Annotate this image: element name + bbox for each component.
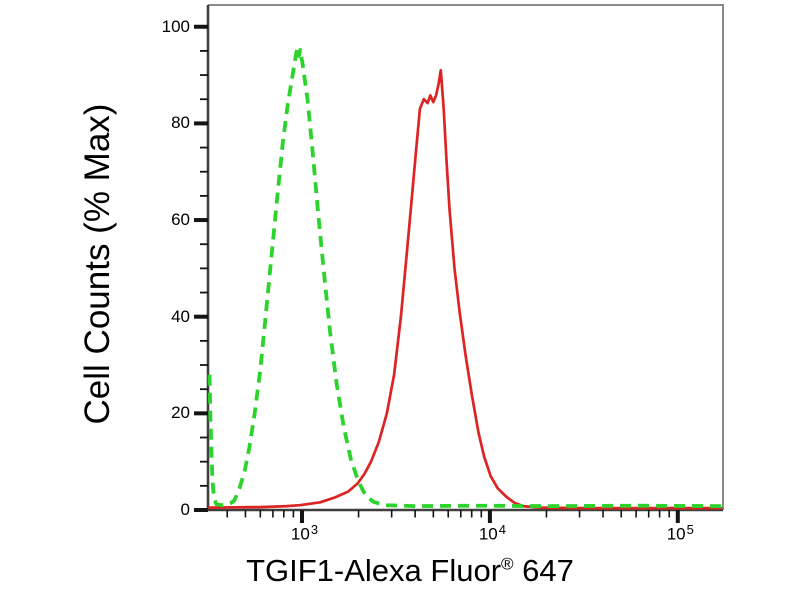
y-minor-tick bbox=[200, 243, 208, 246]
x-minor-tick bbox=[620, 510, 623, 518]
x-minor-tick bbox=[390, 510, 393, 518]
x-minor-tick bbox=[668, 510, 671, 518]
y-minor-tick bbox=[200, 146, 208, 149]
x-axis-title-main: TGIF1-Alexa Fluor bbox=[246, 553, 502, 588]
x-minor-tick bbox=[647, 510, 650, 518]
y-minor-tick bbox=[200, 339, 208, 342]
y-minor-tick bbox=[200, 291, 208, 294]
x-major-tick bbox=[675, 510, 680, 523]
y-minor-tick bbox=[200, 170, 208, 173]
x-tick-base: 10 bbox=[666, 524, 686, 544]
x-tick-exponent: 3 bbox=[310, 522, 319, 537]
series-curve-control bbox=[207, 45, 723, 508]
x-minor-tick bbox=[292, 510, 295, 518]
y-major-tick bbox=[194, 218, 208, 223]
y-minor-tick bbox=[200, 267, 208, 270]
x-tick-exponent: 4 bbox=[498, 522, 506, 537]
x-minor-tick bbox=[282, 510, 285, 518]
y-minor-tick bbox=[200, 484, 208, 487]
y-tick-label: 80 bbox=[171, 113, 190, 133]
x-minor-tick bbox=[432, 510, 435, 518]
x-minor-tick bbox=[602, 510, 604, 518]
y-major-tick bbox=[194, 314, 208, 319]
x-tick-base: 10 bbox=[478, 524, 498, 544]
y-tick-label: 40 bbox=[171, 306, 190, 326]
x-minor-tick bbox=[272, 510, 274, 518]
x-minor-tick bbox=[635, 510, 637, 518]
x-minor-tick bbox=[357, 510, 360, 518]
y-minor-tick bbox=[200, 388, 208, 391]
x-tick-label: 104 bbox=[462, 519, 522, 545]
y-major-tick bbox=[194, 508, 208, 512]
x-minor-tick bbox=[470, 510, 473, 518]
y-major-tick bbox=[194, 411, 208, 416]
x-minor-tick bbox=[447, 510, 450, 518]
x-major-tick bbox=[300, 510, 305, 523]
y-tick-label: 100 bbox=[161, 16, 190, 36]
y-minor-tick bbox=[200, 364, 208, 366]
y-minor-tick bbox=[200, 50, 208, 52]
x-tick-label: 105 bbox=[650, 519, 710, 545]
series-curve-tgif1 bbox=[208, 68, 723, 510]
x-minor-tick bbox=[480, 510, 483, 518]
x-axis-title-tail: 647 bbox=[513, 553, 574, 588]
x-minor-tick bbox=[244, 510, 247, 518]
y-minor-tick bbox=[200, 436, 208, 439]
y-tick-label: 0 bbox=[180, 500, 190, 519]
x-minor-tick bbox=[459, 510, 462, 518]
x-minor-tick bbox=[226, 510, 229, 518]
y-tick-label: 60 bbox=[171, 210, 190, 230]
registered-trademark-symbol: ® bbox=[501, 554, 514, 574]
x-tick-base: 10 bbox=[290, 524, 310, 544]
x-minor-tick bbox=[578, 510, 581, 518]
y-minor-tick bbox=[200, 194, 208, 197]
y-minor-tick bbox=[200, 74, 208, 76]
x-major-tick bbox=[487, 510, 492, 523]
y-major-tick bbox=[194, 121, 208, 126]
x-minor-tick bbox=[658, 510, 661, 518]
y-minor-tick bbox=[200, 98, 208, 101]
y-tick-label: 20 bbox=[171, 403, 190, 423]
x-tick-label: 103 bbox=[274, 519, 334, 545]
plot-frame-left-bottom bbox=[206, 5, 723, 512]
x-tick-exponent: 5 bbox=[686, 522, 694, 537]
plot-frame-top-right bbox=[208, 4, 724, 510]
y-minor-tick bbox=[200, 460, 208, 463]
x-minor-tick bbox=[414, 510, 416, 518]
y-major-tick bbox=[194, 24, 208, 29]
x-minor-tick bbox=[545, 510, 548, 518]
y-axis-title: Cell Counts (% Max) bbox=[78, 103, 117, 425]
x-minor-tick bbox=[259, 510, 262, 518]
x-axis-title: TGIF1-Alexa Fluor® 647 bbox=[150, 553, 670, 593]
